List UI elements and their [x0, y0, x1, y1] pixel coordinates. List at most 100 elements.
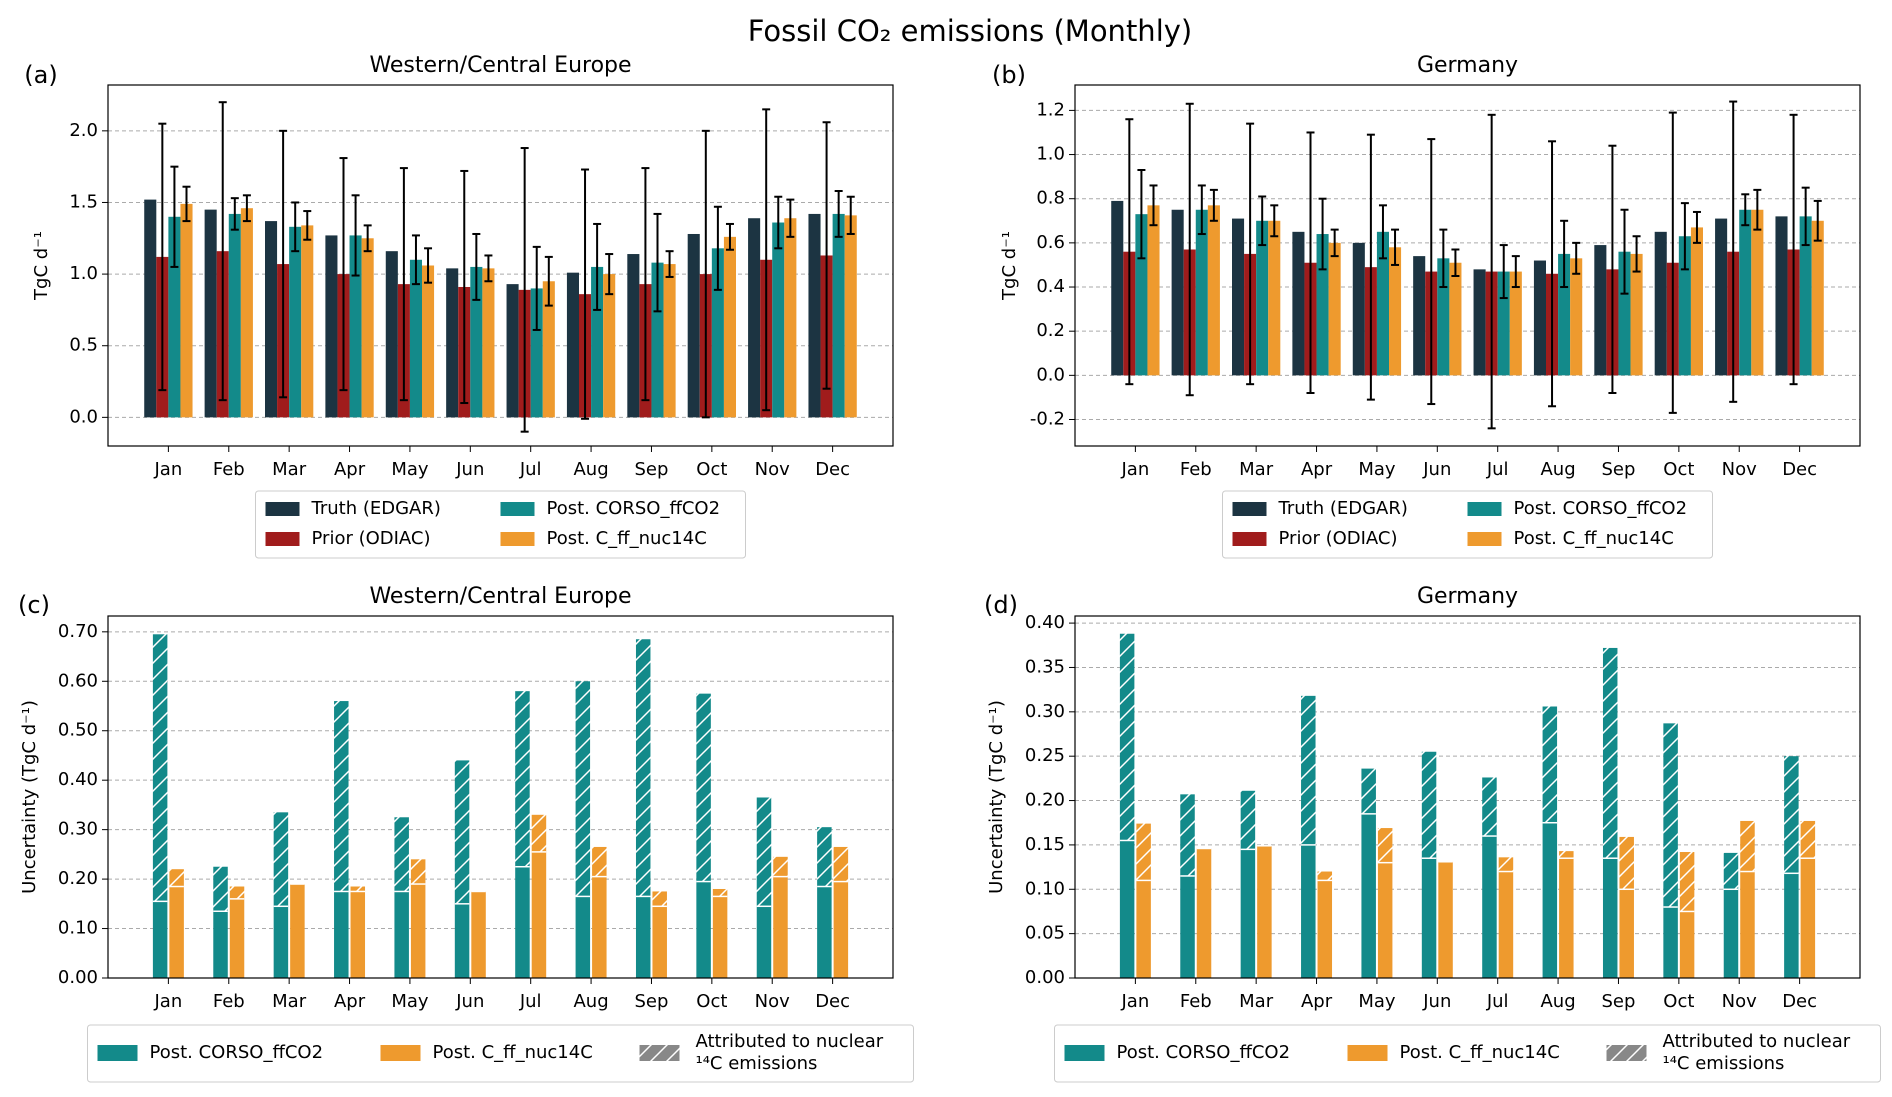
bar	[180, 203, 193, 418]
bar-segment	[712, 896, 728, 978]
error-bar	[544, 255, 553, 307]
y-tick-label: 0.70	[58, 621, 98, 642]
legend-swatch	[265, 532, 300, 546]
bar-segment-nuclear	[1784, 756, 1799, 874]
error-bar	[713, 205, 722, 291]
y-tick-label: 0.10	[58, 918, 98, 939]
error-bar	[1185, 102, 1194, 397]
bar	[723, 236, 736, 418]
error-bar	[1789, 113, 1798, 386]
error-bar	[1209, 188, 1218, 222]
legend-label: Post. C_ff_nuc14C	[1400, 1042, 1560, 1063]
error-bar	[1439, 228, 1448, 289]
bar-segment	[1317, 880, 1333, 978]
legend-swatch	[1467, 532, 1502, 546]
error-bar	[1451, 248, 1460, 277]
bar-segment	[531, 851, 547, 978]
bar-segment	[575, 896, 591, 978]
y-tick-label: 0.0	[69, 406, 98, 427]
bar-segment-nuclear	[350, 886, 366, 892]
bar	[832, 213, 845, 418]
bar	[144, 199, 157, 418]
x-tick-label: Jan	[1121, 459, 1150, 480]
bar-segment	[1663, 907, 1678, 978]
bar	[1570, 258, 1583, 376]
x-tick-label: Jun	[1422, 459, 1451, 480]
bar	[1292, 231, 1305, 376]
bar	[361, 238, 374, 418]
x-tick-label: Nov	[1722, 991, 1757, 1012]
bar	[808, 213, 821, 418]
bar-segment	[1784, 873, 1799, 978]
bar	[422, 265, 435, 418]
x-tick-label: Dec	[815, 459, 850, 480]
bar	[1449, 262, 1462, 376]
bar-segment	[1257, 845, 1272, 978]
x-tick-label: Sep	[1601, 991, 1635, 1012]
bar-segment	[833, 881, 849, 978]
bar	[1799, 216, 1812, 376]
bar-segment-nuclear	[1542, 706, 1558, 823]
error-bar	[170, 165, 179, 268]
y-axis-label: TgC d⁻¹	[31, 231, 52, 301]
x-tick-label: Oct	[696, 459, 727, 480]
legend-box	[1222, 490, 1713, 559]
error-bar	[1680, 202, 1689, 271]
x-tick-label: Oct	[1663, 459, 1694, 480]
bar-segment	[1482, 836, 1497, 978]
error-bar	[399, 167, 408, 402]
y-tick-label: 0.8	[1036, 188, 1065, 209]
y-axis-label: TgC d⁻¹	[999, 231, 1020, 301]
error-bar	[1318, 197, 1327, 271]
legend-label: Post. C_ff_nuc14C	[433, 1042, 593, 1063]
bar	[446, 268, 459, 418]
bar-segment	[756, 906, 772, 978]
bar-segment-nuclear	[169, 869, 184, 887]
bar-segment	[454, 903, 470, 978]
error-bar	[1813, 199, 1822, 242]
bar	[349, 235, 362, 418]
error-bar	[1391, 228, 1400, 266]
bar-segment	[1196, 848, 1212, 978]
bar	[566, 272, 579, 418]
x-tick-label: Nov	[1722, 459, 1757, 480]
bar-segment	[696, 881, 711, 978]
bar-segment-nuclear	[1723, 852, 1739, 890]
bar-segment-nuclear	[1301, 695, 1316, 845]
bar	[1533, 260, 1546, 376]
bar	[506, 284, 519, 418]
x-tick-label: Apr	[1301, 459, 1333, 480]
x-tick-label: Aug	[1540, 991, 1575, 1012]
y-tick-label: 1.2	[1036, 99, 1065, 120]
y-tick-label: 0.20	[1025, 790, 1065, 811]
bar	[1751, 209, 1764, 376]
error-bar	[1511, 255, 1520, 289]
y-axis-label: Uncertainty (TgC d⁻¹)	[19, 700, 40, 894]
bar-segment-nuclear	[1180, 794, 1195, 876]
error-bar	[1692, 210, 1701, 244]
bar	[409, 259, 422, 418]
x-tick-label: Jan	[154, 459, 183, 480]
x-tick-label: Oct	[696, 991, 727, 1012]
bar	[1352, 242, 1365, 376]
x-tick-label: Nov	[755, 459, 790, 480]
legend-label: Prior (ODIAC)	[1279, 528, 1398, 549]
y-tick-label: 1.0	[1036, 144, 1065, 165]
error-bar	[1137, 169, 1146, 260]
bar	[687, 233, 700, 418]
error-bar	[363, 224, 372, 253]
bar	[1775, 216, 1788, 376]
error-bar	[1378, 204, 1387, 260]
error-bar	[1330, 228, 1339, 258]
legend-swatch	[500, 502, 535, 516]
legend-box	[255, 490, 746, 559]
y-tick-label: 0.35	[1025, 656, 1065, 677]
legend-label: Post. C_ff_nuc14C	[547, 528, 707, 549]
bar-segment	[152, 901, 168, 978]
error-bar	[605, 253, 614, 296]
bar-segment-nuclear	[152, 634, 168, 902]
error-bar	[1149, 184, 1158, 227]
error-bar	[581, 168, 590, 420]
error-bar	[1427, 138, 1436, 406]
